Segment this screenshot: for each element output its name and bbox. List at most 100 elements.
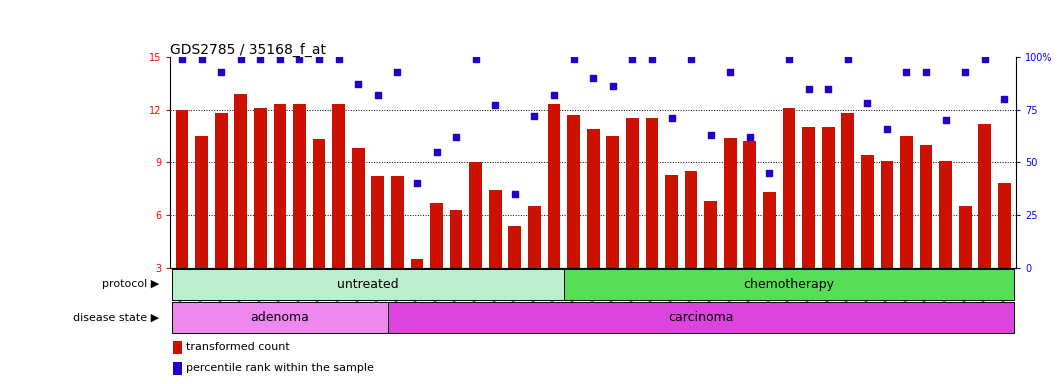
Point	[742, 134, 759, 140]
Bar	[959, 206, 971, 268]
Bar	[450, 210, 463, 268]
Text: carcinoma: carcinoma	[668, 311, 733, 324]
Point	[428, 149, 445, 155]
Point	[252, 56, 269, 62]
Bar	[548, 104, 561, 268]
Point	[232, 56, 249, 62]
Bar	[564, 269, 1014, 300]
Bar	[528, 206, 541, 268]
Bar	[176, 109, 188, 268]
Bar	[704, 201, 717, 268]
Bar	[685, 171, 697, 268]
Text: protocol ▶: protocol ▶	[102, 280, 160, 290]
Bar	[881, 161, 894, 268]
Bar	[665, 175, 678, 268]
Point	[506, 191, 523, 197]
Point	[977, 56, 994, 62]
Point	[781, 56, 798, 62]
Bar	[587, 129, 599, 268]
Bar	[842, 113, 854, 268]
Bar	[411, 259, 423, 268]
Point	[311, 56, 328, 62]
Point	[350, 81, 367, 88]
Bar	[626, 118, 638, 268]
Bar	[919, 145, 932, 268]
Bar	[469, 162, 482, 268]
Point	[526, 113, 543, 119]
Bar	[430, 203, 443, 268]
Bar	[173, 341, 182, 354]
Point	[486, 102, 503, 108]
Point	[761, 170, 778, 176]
Bar	[273, 104, 286, 268]
Bar	[387, 303, 1014, 333]
Bar	[173, 362, 182, 375]
Point	[173, 56, 190, 62]
Bar	[332, 104, 345, 268]
Point	[467, 56, 484, 62]
Point	[193, 56, 210, 62]
Point	[898, 69, 915, 75]
Bar	[215, 113, 228, 268]
Point	[937, 117, 954, 123]
Bar	[509, 225, 521, 268]
Point	[546, 92, 563, 98]
Point	[213, 69, 230, 75]
Point	[683, 56, 700, 62]
Point	[879, 126, 896, 132]
Point	[271, 56, 288, 62]
Point	[624, 56, 641, 62]
Text: GDS2785 / 35168_f_at: GDS2785 / 35168_f_at	[170, 43, 327, 57]
Text: adenoma: adenoma	[250, 311, 310, 324]
Bar	[646, 118, 659, 268]
Point	[388, 69, 405, 75]
Bar	[195, 136, 207, 268]
Bar	[940, 161, 952, 268]
Bar	[172, 303, 387, 333]
Point	[644, 56, 661, 62]
Point	[917, 69, 934, 75]
Bar	[313, 139, 326, 268]
Text: untreated: untreated	[337, 278, 399, 291]
Bar	[606, 136, 619, 268]
Bar	[489, 190, 501, 268]
Bar	[172, 269, 564, 300]
Point	[800, 86, 817, 92]
Point	[721, 69, 738, 75]
Point	[859, 100, 876, 106]
Point	[409, 180, 426, 187]
Bar	[724, 138, 736, 268]
Bar	[234, 94, 247, 268]
Bar	[293, 104, 305, 268]
Bar	[390, 176, 403, 268]
Point	[839, 56, 857, 62]
Bar	[900, 136, 913, 268]
Point	[702, 132, 719, 138]
Bar	[821, 127, 834, 268]
Bar	[254, 108, 267, 268]
Bar	[744, 141, 757, 268]
Text: transformed count: transformed count	[186, 342, 290, 352]
Point	[565, 56, 582, 62]
Bar	[352, 148, 365, 268]
Bar	[567, 115, 580, 268]
Point	[819, 86, 836, 92]
Point	[604, 83, 621, 89]
Point	[663, 115, 680, 121]
Text: disease state ▶: disease state ▶	[73, 313, 160, 323]
Point	[290, 56, 307, 62]
Point	[330, 56, 347, 62]
Bar	[763, 192, 776, 268]
Point	[585, 75, 602, 81]
Bar	[998, 184, 1011, 268]
Bar	[861, 155, 874, 268]
Bar	[802, 127, 815, 268]
Text: percentile rank within the sample: percentile rank within the sample	[186, 363, 375, 373]
Bar	[783, 108, 796, 268]
Point	[996, 96, 1013, 102]
Point	[957, 69, 974, 75]
Text: chemotherapy: chemotherapy	[744, 278, 834, 291]
Point	[369, 92, 386, 98]
Point	[448, 134, 465, 140]
Bar	[979, 124, 992, 268]
